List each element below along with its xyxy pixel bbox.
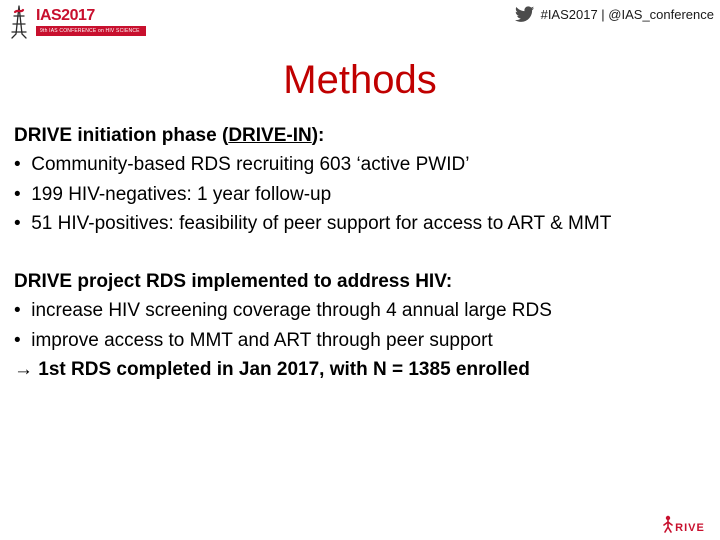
section1-bullet: • Community-based RDS recruiting 603 ‘ac… xyxy=(14,150,706,179)
section1-bullet: • 51 HIV-positives: feasibility of peer … xyxy=(14,209,706,238)
section1-bullet: • 199 HIV-negatives: 1 year follow-up xyxy=(14,180,706,209)
slide-header: IAS2017 9th IAS CONFERENCE on HIV SCIENC… xyxy=(0,0,720,52)
conclusion-text: 1st RDS completed in Jan 2017, with N = … xyxy=(38,359,530,380)
bullet-text: increase HIV screening coverage through … xyxy=(31,300,552,321)
logo-text-block: IAS2017 9th IAS CONFERENCE on HIV SCIENC… xyxy=(36,8,146,36)
logo-title: IAS2017 xyxy=(36,8,146,24)
bullet-text: 51 HIV-positives: feasibility of peer su… xyxy=(31,213,611,234)
conference-logo: IAS2017 9th IAS CONFERENCE on HIV SCIENC… xyxy=(4,4,146,40)
section1-heading-underlined: DRIVE-IN xyxy=(228,125,311,146)
drive-project-logo: RIVE xyxy=(656,502,710,534)
arrow-icon: → xyxy=(14,359,33,380)
logo-ribbon: 9th IAS CONFERENCE on HIV SCIENCE xyxy=(36,26,146,36)
section1-heading: DRIVE initiation phase (DRIVE-IN): xyxy=(14,121,706,150)
eiffel-tower-icon xyxy=(4,4,34,40)
bullet-text: Community-based RDS recruiting 603 ‘acti… xyxy=(31,154,469,175)
section2-heading: DRIVE project RDS implemented to address… xyxy=(14,267,706,296)
slide-title: Methods xyxy=(0,58,720,103)
section2-bullet: • increase HIV screening coverage throug… xyxy=(14,296,706,325)
social-tag: #IAS2017 | @IAS_conference xyxy=(515,4,714,24)
section2-bullet: • improve access to MMT and ART through … xyxy=(14,326,706,355)
drive-logo-text: RIVE xyxy=(675,522,705,534)
hashtag-text: #IAS2017 | @IAS_conference xyxy=(541,7,714,22)
section1-heading-suffix: ): xyxy=(312,125,325,146)
slide-body: DRIVE initiation phase (DRIVE-IN): • Com… xyxy=(0,121,720,385)
bullet-text: improve access to MMT and ART through pe… xyxy=(31,330,493,351)
bullet-text: 199 HIV-negatives: 1 year follow-up xyxy=(31,184,331,205)
drive-figure-icon xyxy=(661,515,675,533)
twitter-icon xyxy=(515,4,535,24)
section1-heading-prefix: DRIVE initiation phase ( xyxy=(14,125,228,146)
section2-conclusion: → 1st RDS completed in Jan 2017, with N … xyxy=(14,355,706,384)
